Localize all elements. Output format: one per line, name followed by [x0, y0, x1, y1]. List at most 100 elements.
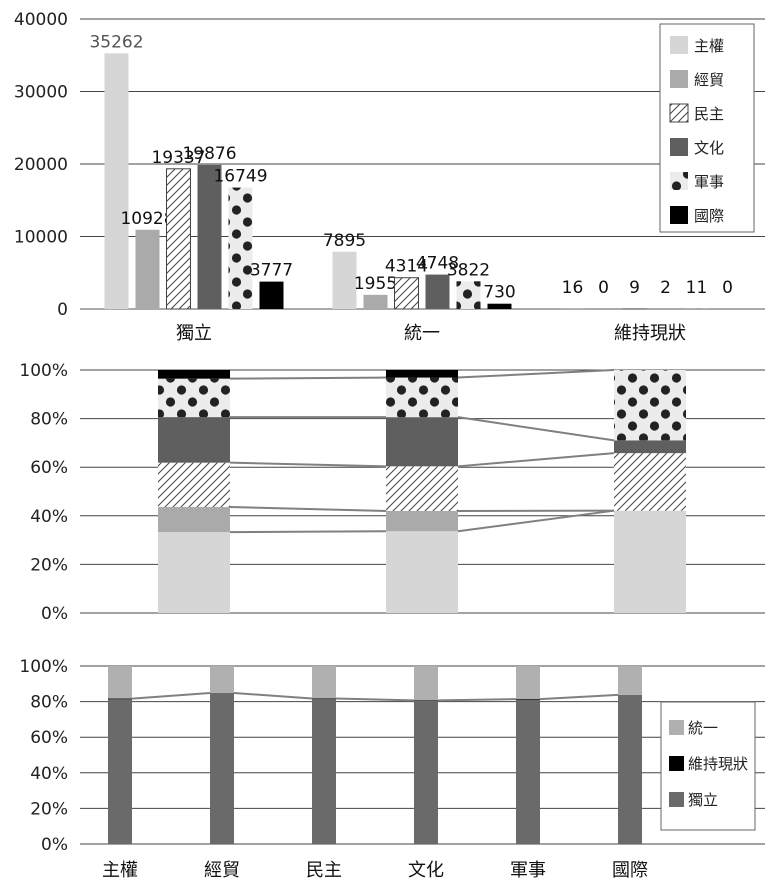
x-category-label: 主權 [102, 860, 138, 881]
data-label: 730 [483, 283, 515, 303]
y-tick-label: 20000 [14, 155, 68, 175]
stacked-segment [158, 370, 230, 379]
stacked-segment [414, 666, 438, 701]
stacked-segment [516, 699, 540, 700]
data-label: 1955 [354, 274, 397, 294]
legend-swatch [669, 720, 684, 735]
data-label: 11 [686, 278, 708, 298]
stacked-segment [312, 698, 336, 844]
bar [135, 229, 160, 309]
legend-swatch [670, 70, 688, 88]
bar [104, 53, 129, 310]
x-category-label: 國際 [612, 860, 648, 881]
legend-label: 獨立 [688, 791, 718, 809]
stacked-segment [386, 510, 458, 532]
stacked-segment [614, 510, 686, 613]
bar [166, 168, 191, 310]
stacked-segment [618, 666, 642, 695]
series-line [229, 530, 387, 534]
bar [487, 303, 512, 309]
stacked-segment [312, 666, 336, 699]
y-tick-label: 0 [57, 300, 68, 320]
legend-swatch [669, 792, 684, 807]
series-line [233, 692, 313, 700]
series-line [457, 452, 615, 468]
legend-label: 統一 [688, 719, 718, 737]
data-label: 4314 [385, 257, 428, 277]
stacked-segment [108, 698, 132, 844]
y-tick-label: 80% [30, 410, 68, 430]
legend-swatch [669, 103, 689, 123]
bar [425, 274, 450, 309]
data-label: 4748 [416, 254, 459, 274]
x-category-label: 軍事 [510, 860, 546, 881]
series-line [457, 509, 615, 533]
data-label: 19337 [151, 148, 205, 168]
x-category-label: 維持現狀 [614, 323, 686, 344]
bar [197, 164, 222, 309]
stacked-segment [414, 700, 438, 701]
x-category-label: 經貿 [204, 860, 240, 881]
data-label: 10928 [120, 209, 174, 229]
stacked-segment [414, 700, 438, 844]
stacked-segment [614, 370, 686, 441]
legend-label: 國際 [694, 207, 724, 225]
stacked-segment [158, 417, 230, 463]
stacked-segment [516, 699, 540, 844]
y-tick-label: 10000 [14, 228, 68, 248]
legend-label: 文化 [694, 139, 724, 157]
legend-label: 維持現狀 [688, 755, 748, 773]
stacked-segment [210, 693, 234, 844]
x-category-label: 統一 [404, 323, 440, 344]
data-label: 35262 [89, 32, 143, 52]
data-label: 0 [598, 278, 609, 298]
stacked-segment [158, 507, 230, 533]
stacked-segment [108, 666, 132, 699]
y-tick-label: 0% [41, 604, 68, 624]
x-category-label: 文化 [408, 860, 444, 881]
bar [394, 277, 419, 310]
stacked-segment [158, 462, 230, 508]
series-line [539, 693, 619, 701]
data-label: 16 [562, 278, 584, 298]
stacked-segment [614, 440, 686, 454]
bar [363, 294, 388, 309]
series-line [457, 416, 615, 442]
x-category-label: 民主 [306, 860, 342, 881]
y-tick-label: 100% [19, 657, 68, 677]
legend-swatch [670, 36, 688, 54]
bar [332, 251, 357, 309]
y-tick-label: 40% [30, 764, 68, 784]
stacked-segment [312, 698, 336, 700]
data-label: 19876 [182, 144, 236, 164]
legend-swatch [670, 172, 688, 190]
legend-label: 民主 [694, 105, 724, 123]
data-label: 3777 [250, 261, 293, 281]
stacked-segment [618, 694, 642, 844]
series-line [229, 506, 387, 512]
y-tick-label: 60% [30, 458, 68, 478]
series-line [437, 698, 517, 702]
stacked-segment [386, 370, 458, 378]
y-tick-label: 60% [30, 728, 68, 748]
legend-box [659, 23, 755, 233]
stacked-segment [158, 532, 230, 613]
data-label: 2 [660, 278, 671, 298]
legend-label: 主權 [694, 37, 724, 55]
legend-swatch [670, 206, 688, 224]
stacked-segment [210, 666, 234, 694]
y-tick-label: 40000 [14, 10, 68, 30]
legend-label: 經貿 [694, 71, 724, 89]
stacked-segment [386, 377, 458, 418]
stacked-segment [108, 698, 132, 700]
data-label: 16749 [213, 167, 267, 187]
data-label: 7895 [323, 231, 366, 251]
y-tick-label: 0% [41, 835, 68, 855]
stacked-segment [386, 531, 458, 613]
y-tick-label: 30000 [14, 83, 68, 103]
data-label: 9 [629, 278, 640, 298]
data-label: 3822 [447, 260, 490, 280]
bar [456, 281, 481, 309]
bar [228, 187, 253, 309]
